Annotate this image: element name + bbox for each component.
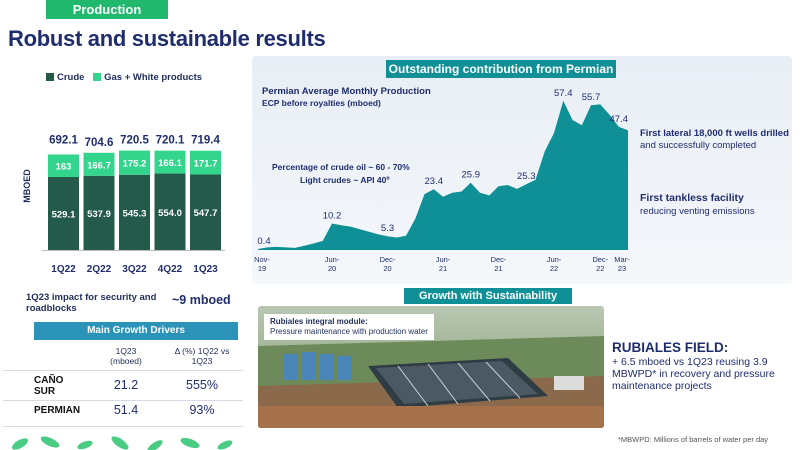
bar-crude-label: 537.9 [87, 209, 111, 220]
data-label: 25.3 [517, 171, 536, 182]
x-tick-label: 1Q22 [51, 264, 76, 275]
permian-note-facility-bold: First tankless facility [640, 192, 744, 204]
permian-note-wells-bold: First lateral 18,000 ft wells drilled [640, 128, 789, 139]
footnote: *MBWPD: Millions of barrels of water per… [618, 435, 769, 444]
x-tick-label: Nov- [254, 255, 270, 264]
x-tick-label: 22 [596, 264, 604, 273]
driver-row-v2: 93% [189, 403, 215, 417]
x-tick-label: 2Q22 [87, 264, 112, 275]
field-text: + 6.5 mboed vs 1Q23 reusing 3.9 MBWPD* i… [612, 356, 775, 392]
permian-area [258, 100, 628, 250]
impact-label: 1Q23 impact for security and roadblocks [26, 292, 157, 314]
bar-gas-label: 171.7 [194, 159, 218, 170]
leaves-decoration [11, 436, 233, 450]
table-divider [3, 400, 243, 401]
y-axis-label: MBOED [22, 169, 32, 203]
bar-gas-label: 166.1 [158, 158, 182, 169]
area-chart-title: Permian Average Monthly Production [262, 86, 431, 97]
bar-legend: Crude Gas + White products [46, 72, 208, 83]
bar-gas-label: 166.7 [87, 160, 111, 171]
x-tick-label: 19 [258, 264, 266, 273]
x-tick-label: 21 [494, 264, 502, 273]
bar-crude [48, 176, 79, 250]
data-label: 47.4 [610, 114, 629, 125]
x-tick-label: Dec- [380, 255, 396, 264]
permian-area-chart: 0.4 10.2 5.3 23.4 25.9 25.3 57.4 55.7 47.4 Nov-19… [254, 88, 630, 273]
x-tick-label: 1Q23 [193, 264, 218, 275]
impact-value: ~9 mboed [172, 293, 231, 307]
x-tick-label: 20 [383, 264, 391, 273]
legend-item-gas: Gas + White products [93, 72, 202, 83]
bar-gas-label: 163 [56, 162, 72, 173]
driver-row-v1: 21.2 [113, 378, 139, 392]
data-label: 23.4 [425, 176, 444, 187]
growth-panel-header: Growth with Sustainability [404, 288, 572, 304]
permian-note-wells-rest: and successfully completed [640, 140, 757, 151]
bar-gas [48, 154, 79, 177]
driver-row-v1: 51.4 [113, 403, 139, 417]
bar-crude [190, 174, 221, 250]
photo-caption-bold: Rubiales integral module: [270, 317, 368, 326]
bar-crude-label: 529.1 [52, 209, 76, 220]
x-tick-label: Dec- [491, 255, 507, 264]
permian-panel-header: Outstanding contribution from Permian [386, 60, 616, 78]
rubiales-photo: Rubiales integral module: Pressure maint… [258, 306, 604, 428]
data-label: 25.9 [462, 170, 481, 181]
area-chart-subtitle: ECP before royalties (mboed) [262, 98, 381, 108]
bar-crude-label: 547.7 [194, 208, 218, 219]
driver-row-v2: 555% [186, 378, 218, 392]
x-tick-label: Jun- [325, 255, 340, 264]
area-annotation-api: Light crudes ~ API 40º [300, 175, 390, 185]
bar-gas [83, 152, 115, 176]
bar-gas-label: 175.2 [123, 159, 147, 170]
x-tick-label: 4Q22 [158, 264, 183, 275]
x-tick-label: 22 [550, 264, 558, 273]
bar-total-label: 704.6 [85, 137, 114, 149]
data-label: 55.7 [582, 92, 601, 103]
x-tick-label: 21 [439, 264, 447, 273]
bar-total-label: 719.4 [191, 135, 220, 147]
table-divider [3, 370, 243, 371]
field-title: RUBIALES FIELD: [612, 340, 729, 355]
data-label: 57.4 [554, 88, 573, 99]
photo-caption: Rubiales integral module: Pressure maint… [264, 314, 434, 340]
legend-label-crude: Crude [57, 72, 85, 83]
x-tick-label: 3Q22 [122, 264, 147, 275]
page-title: Robust and sustainable results [8, 26, 326, 51]
photo-caption-rest: Pressure maintenance with production wat… [270, 327, 428, 336]
bar-crude [83, 175, 115, 250]
data-label: 0.4 [257, 236, 270, 247]
bar-gas [154, 150, 186, 174]
x-tick-label: Jun- [547, 255, 562, 264]
x-tick-label: Mar- [614, 255, 630, 264]
bar-gas [190, 150, 221, 175]
x-tick-label: Jun- [436, 255, 451, 264]
bar-crude [154, 173, 186, 250]
table-divider [3, 426, 243, 427]
legend-label-gas: Gas + White products [104, 72, 203, 83]
permian-note-wells: First lateral 18,000 ft wells drilled an… [640, 128, 790, 152]
bar-total-label: 720.1 [156, 135, 185, 147]
data-label: 10.2 [323, 210, 342, 221]
section-tag: Production [46, 0, 168, 19]
driver-row-name: PERMIAN [34, 405, 81, 416]
drivers-col1-header: 1Q23 (mboed) [110, 346, 142, 366]
drivers-table-title: Main Growth Drivers [34, 322, 238, 340]
data-label: 5.3 [381, 223, 394, 234]
driver-row-name: CAÑO SUR [34, 375, 64, 397]
bar-crude [119, 174, 150, 250]
stacked-bar-chart: MBOED 529.1 163 692.1 1Q22 537.9 166.7 704.6 2Q2… [22, 134, 225, 275]
x-tick-label: Dec- [592, 255, 608, 264]
area-annotation-crude: Percentage of crude oil ~ 60 - 70% [272, 162, 410, 172]
legend-item-crude: Crude [46, 72, 84, 83]
x-tick-label: 23 [618, 264, 626, 273]
bar-crude-label: 545.3 [123, 208, 147, 219]
bar-total-label: 720.5 [120, 135, 149, 147]
bar-crude-label: 554.0 [158, 208, 182, 219]
bar-total-label: 692.1 [49, 134, 78, 146]
x-tick-label: 20 [328, 264, 336, 273]
drivers-col2-header: Δ (%) 1Q22 vs 1Q23 [174, 346, 230, 366]
bar-gas [119, 150, 150, 175]
permian-note-facility-rest: reducing venting emissions [640, 206, 755, 217]
